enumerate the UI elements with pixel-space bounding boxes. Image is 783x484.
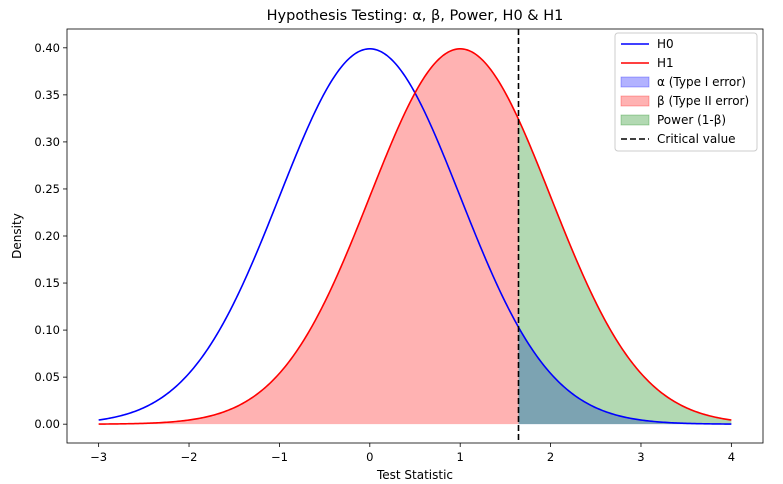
x-tick-label: −3 (90, 450, 107, 464)
legend-label: α (Type I error) (657, 75, 746, 89)
fill-region-3 (518, 119, 732, 425)
legend-handle (620, 95, 650, 107)
y-tick-label: 0.25 (34, 182, 60, 196)
fill-region-1 (518, 327, 732, 425)
y-tick-label: 0.15 (34, 276, 60, 290)
legend-handle (620, 76, 650, 88)
x-tick-label: −1 (271, 450, 288, 464)
y-tick-label: 0.00 (34, 417, 60, 431)
y-tick-label: 0.10 (34, 323, 60, 337)
chart-title: Hypothesis Testing: α, β, Power, H0 & H1 (267, 8, 564, 24)
y-tick-label: 0.20 (34, 229, 60, 243)
x-tick-label: 2 (547, 450, 554, 464)
x-tick-label: 3 (637, 450, 644, 464)
x-axis-label: Test Statistic (376, 468, 453, 482)
y-tick-label: 0.30 (34, 135, 60, 149)
x-tick-label: 1 (457, 450, 464, 464)
legend-label: Power (1-β) (657, 113, 726, 127)
legend-label: H0 (657, 37, 674, 51)
legend: H0 H1 α (Type I error) β (Type II error) Pow… (614, 32, 758, 152)
x-tick-label: 0 (366, 450, 373, 464)
y-axis-label: Density (10, 213, 24, 259)
legend-handle (620, 114, 650, 126)
y-tick-label: 0.40 (34, 41, 60, 55)
series-line-h1 (98, 48, 732, 425)
legend-label: Critical value (657, 132, 736, 146)
legend-label: H1 (657, 56, 674, 70)
legend-box (614, 32, 758, 152)
fill-region-2 (98, 48, 519, 425)
plot-area (98, 29, 732, 443)
y-tick-label: 0.35 (34, 88, 60, 102)
y-tick-label: 0.05 (34, 370, 60, 384)
x-tick-label: −2 (181, 450, 198, 464)
legend-label: β (Type II error) (657, 94, 749, 108)
x-tick-label: 4 (728, 450, 735, 464)
axes: −3 −2 −1 0 1 2 3 4 0.00 0.05 0.10 0.15 0.20 0.25 0.30 0… (34, 28, 764, 464)
